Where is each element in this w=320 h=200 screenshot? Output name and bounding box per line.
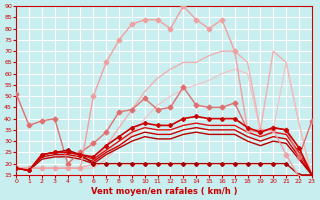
X-axis label: Vent moyen/en rafales ( km/h ): Vent moyen/en rafales ( km/h ) [91, 187, 237, 196]
